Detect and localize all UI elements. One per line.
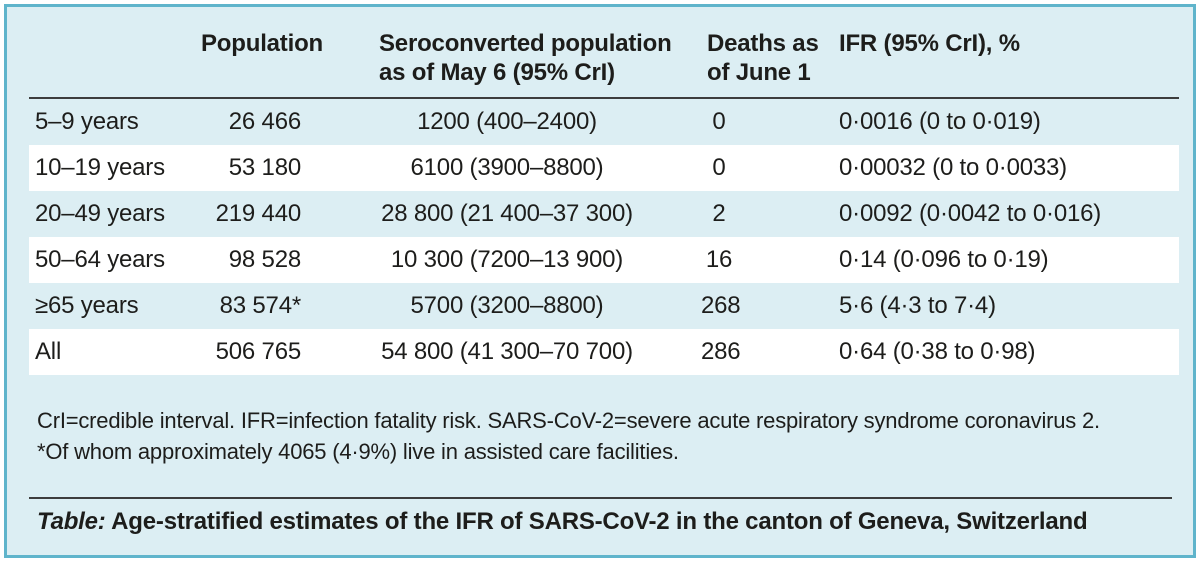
cell-ifr: 0·0016 (0 to 0·019)	[839, 108, 1041, 135]
cell-deaths: 2	[712, 200, 726, 227]
header-seroconverted: Seroconverted population as of May 6 (95…	[341, 7, 701, 99]
table-caption: Table: Age-stratified estimates of the I…	[29, 499, 1181, 536]
cell-seroconverted: 5700 (3200–8800)	[410, 292, 604, 319]
cell-age-group: 5–9 years	[35, 108, 139, 135]
cell-population: 26 466	[228, 108, 301, 135]
table-row: 5–9 years 26 466 1200 (400–2400) 0 0·001…	[29, 98, 1179, 145]
table-row: All 506 765 54 800 (41 300–70 700) 286 0…	[29, 329, 1179, 375]
cell-ifr: 0·00032 (0 to 0·0033)	[839, 154, 1067, 181]
cell-seroconverted: 6100 (3900–8800)	[410, 154, 604, 181]
cell-population: 219 440	[215, 200, 302, 227]
cell-age-group: All	[35, 338, 62, 365]
table-header-row: Population Seroconverted population as o…	[29, 7, 1179, 99]
footnote-abbreviations: CrI=credible interval. IFR=infection fat…	[37, 408, 1100, 433]
table-row: 10–19 years 53 180 6100 (3900–8800) 0 0·…	[29, 145, 1179, 191]
cell-population: 506 765	[215, 338, 302, 365]
cell-seroconverted: 10 300 (7200–13 900)	[390, 246, 624, 273]
cell-ifr: 5·6 (4·3 to 7·4)	[839, 292, 996, 319]
cell-ifr: 0·14 (0·096 to 0·19)	[839, 246, 1049, 273]
cell-age-group: 50–64 years	[35, 246, 165, 273]
cell-deaths: 268	[701, 292, 741, 319]
cell-ifr: 0·64 (0·38 to 0·98)	[839, 338, 1036, 365]
cell-seroconverted: 54 800 (41 300–70 700)	[381, 338, 633, 365]
table-row: 50–64 years 98 528 10 300 (7200–13 900) …	[29, 237, 1179, 283]
caption-text: Age-stratified estimates of the IFR of S…	[111, 508, 1088, 535]
cell-population: 98 528	[228, 246, 301, 273]
header-deaths: Deaths as of June 1	[701, 7, 837, 99]
cell-age-group: 20–49 years	[35, 200, 165, 227]
table-card: Population Seroconverted population as o…	[4, 4, 1196, 558]
table-row: ≥65 years 83 574* 5700 (3200–8800) 268 5…	[29, 283, 1179, 329]
caption-label: Table:	[37, 508, 106, 535]
header-age-group	[29, 7, 181, 99]
ifr-table: Population Seroconverted population as o…	[29, 7, 1179, 375]
cell-population: 53 180	[228, 154, 301, 181]
cell-seroconverted: 28 800 (21 400–37 300)	[381, 200, 633, 227]
table-footnotes: CrI=credible interval. IFR=infection fat…	[29, 405, 1181, 467]
table-row: 20–49 years 219 440 28 800 (21 400–37 30…	[29, 191, 1179, 237]
cell-ifr: 0·0092 (0·0042 to 0·016)	[839, 200, 1102, 227]
cell-age-group: 10–19 years	[35, 154, 165, 181]
cell-deaths: 16	[705, 246, 733, 273]
header-ifr: IFR (95% CrI), %	[837, 7, 1179, 99]
caption-divider	[29, 497, 1172, 499]
cell-deaths: 0	[712, 154, 726, 181]
cell-population: 83 574*	[219, 292, 302, 319]
cell-deaths: 286	[701, 338, 741, 365]
cell-deaths: 0	[712, 108, 726, 135]
cell-seroconverted: 1200 (400–2400)	[417, 108, 597, 135]
header-population: Population	[181, 7, 341, 99]
cell-age-group: ≥65 years	[35, 292, 139, 319]
footnote-asterisk: *Of whom approximately 4065 (4·9%) live …	[37, 439, 679, 464]
